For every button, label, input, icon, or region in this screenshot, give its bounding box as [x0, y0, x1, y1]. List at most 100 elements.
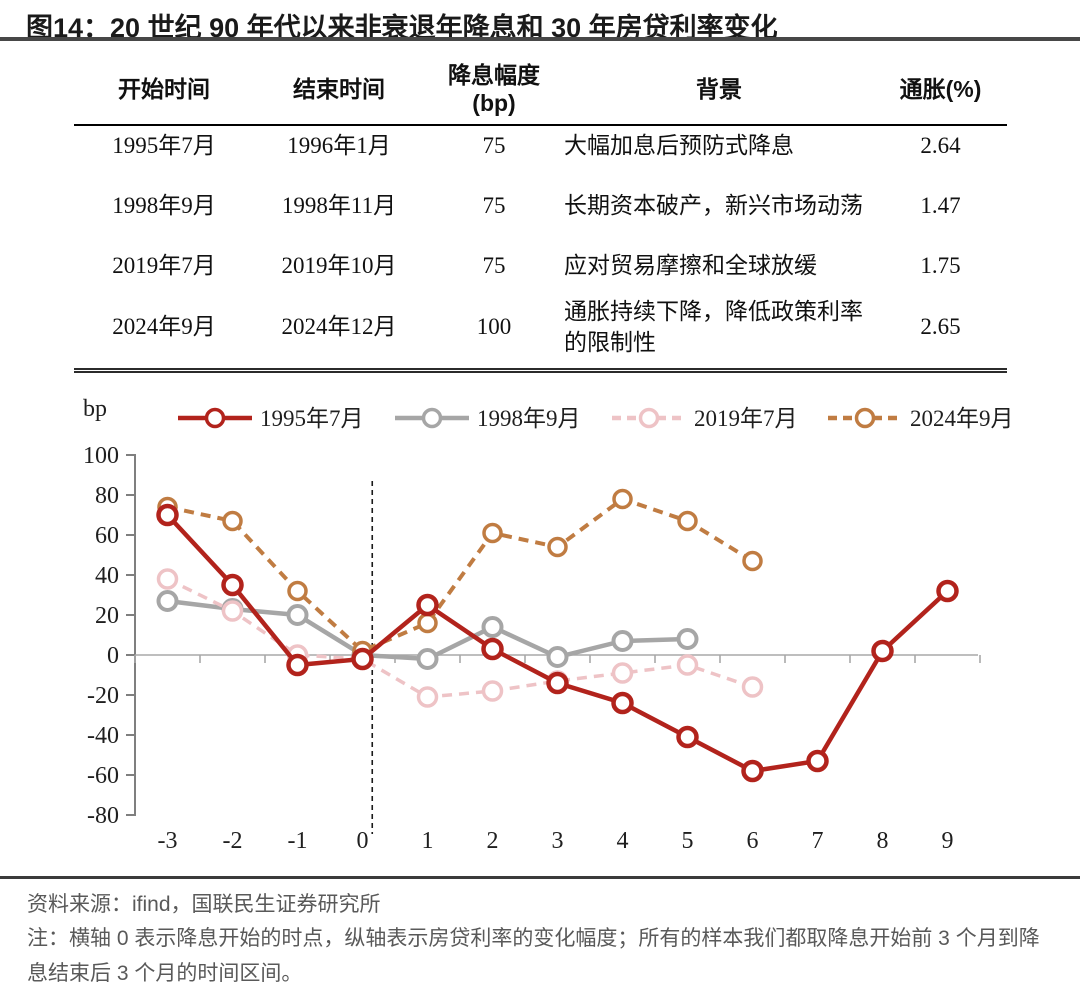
table-header-cell: 背景 — [696, 76, 742, 103]
table-cell: 2024年12月 — [281, 314, 397, 340]
table-cell: 应对贸易摩擦和全球放缓 — [564, 253, 817, 279]
data-point-marker — [417, 612, 438, 634]
data-point-marker — [156, 503, 179, 527]
data-point-marker — [676, 628, 699, 650]
data-point-marker — [156, 590, 179, 612]
mortgage-rate-chart: 100 80 60 40 20 0 -20 -40 -60 -80 bp -3 -2 -1 0 1 2 3 4 5 6 7… — [83, 396, 1014, 854]
data-point-marker — [676, 725, 699, 749]
x-axis: -3 -2 -1 0 1 2 3 4 5 6 7 8 9 — [134, 654, 981, 854]
y-tick-label: 20 — [95, 603, 119, 629]
y-axis: 100 80 60 40 20 0 -20 -40 -60 -80 bp — [83, 396, 136, 829]
data-point-marker — [416, 593, 439, 617]
data-point-marker — [286, 653, 309, 677]
legend-marker-swatch — [638, 407, 660, 429]
x-tick-label: 3 — [552, 828, 564, 854]
x-tick-label: 5 — [682, 828, 694, 854]
rate-cut-table: 开始时间 结束时间 降息幅度 (bp) 背景 通胀(%) 1995年7月 1996年1月 75… — [74, 56, 1007, 373]
data-point-marker — [612, 488, 633, 510]
y-tick-label: -40 — [87, 723, 119, 749]
x-tick-label: 1 — [422, 828, 434, 854]
data-point-marker — [286, 604, 309, 626]
table-row: 2019年7月 2019年10月 75 应对贸易摩擦和全球放缓 1.75 — [74, 246, 1007, 286]
data-point-marker — [221, 573, 244, 597]
table-cell: 1.47 — [920, 193, 961, 219]
data-point-marker — [806, 749, 829, 773]
data-point-marker — [287, 580, 308, 602]
legend-marker-swatch — [854, 407, 876, 429]
x-tick-label: 7 — [812, 828, 824, 854]
table-header-cell: 通胀(%) — [899, 76, 982, 103]
table-body: 1995年7月 1996年1月 75 大幅加息后预防式降息 2.64 1998年9月 199… — [74, 126, 1007, 373]
table-cell: 2.64 — [920, 133, 961, 159]
data-point-marker — [547, 536, 568, 558]
data-point-marker — [677, 510, 698, 532]
table-row: 1995年7月 1996年1月 75 大幅加息后预防式降息 2.64 — [74, 126, 1007, 166]
y-tick-label: -80 — [87, 803, 119, 829]
legend-item-3: 2024年9月 — [828, 406, 1014, 431]
x-tick-label: 0 — [357, 828, 369, 854]
table-cell: 75 — [482, 193, 506, 219]
legend-label: 1998年9月 — [477, 406, 581, 431]
series-line — [167, 496, 754, 654]
chart-legend: 1995年7月 1998年9月 2019年7月 2024年9月 — [178, 406, 1014, 431]
data-point-marker — [416, 686, 439, 708]
table-cell: 1998年9月 — [112, 193, 216, 219]
table-cell: 1996年1月 — [287, 133, 391, 159]
table-cell: 2.65 — [920, 314, 961, 340]
legend-item-0: 1995年7月 — [178, 406, 364, 431]
x-tick-label: 4 — [617, 828, 629, 854]
x-tick-label: -1 — [288, 828, 308, 854]
table-cell: 长期资本破产，新兴市场动荡 — [564, 193, 863, 219]
legend-marker-swatch — [204, 407, 226, 429]
series-line — [166, 577, 754, 699]
source-note: 资料来源：ifind，国联民生证券研究所 — [27, 893, 381, 916]
legend-marker-swatch — [421, 407, 443, 429]
data-point-marker — [351, 647, 374, 671]
data-point-marker — [741, 759, 764, 783]
legend-label: 1995年7月 — [260, 406, 364, 431]
data-point-marker — [742, 550, 763, 572]
data-point-marker — [611, 691, 634, 715]
data-point-marker — [741, 676, 764, 698]
y-tick-label: 60 — [95, 523, 119, 549]
data-point-marker — [156, 568, 179, 590]
data-point-marker — [481, 637, 504, 661]
title-underline — [0, 37, 1080, 41]
data-point-marker — [416, 648, 439, 670]
data-point-marker — [482, 522, 503, 544]
y-tick-label: 40 — [95, 563, 119, 589]
table-cell: 100 — [476, 314, 512, 340]
x-tick-label: -2 — [223, 828, 243, 854]
table-header-row: 开始时间 结束时间 降息幅度 (bp) 背景 通胀(%) — [74, 56, 1007, 126]
x-tick-label: 6 — [747, 828, 759, 854]
data-point-marker — [676, 654, 699, 676]
y-tick-label: -20 — [87, 683, 119, 709]
table-cell: 1995年7月 — [112, 133, 216, 159]
x-tick-label: 9 — [942, 828, 954, 854]
data-point-marker — [611, 630, 634, 652]
table-cell: 通胀持续下降，降低政策利率的限制性 — [564, 298, 863, 355]
table-cell: 75 — [482, 253, 506, 279]
y-axis-unit-label: bp — [83, 396, 107, 422]
data-point-marker — [221, 600, 244, 622]
x-tick-label: 2 — [487, 828, 499, 854]
table-row: 1998年9月 1998年11月 75 长期资本破产，新兴市场动荡 1.47 — [74, 166, 1007, 246]
series-0 — [156, 503, 959, 783]
table-row: 2024年9月 2024年12月 100 通胀持续下降，降低政策利率的限制性 2.65 — [74, 286, 1007, 368]
legend-label: 2024年9月 — [910, 406, 1014, 431]
data-point-marker — [481, 680, 504, 702]
table-header-cell: 结束时间 — [293, 76, 385, 103]
table-cell: 75 — [482, 133, 506, 159]
legend-item-1: 1998年9月 — [395, 406, 581, 431]
x-tick-label: 8 — [877, 828, 889, 854]
y-tick-label: 0 — [107, 643, 119, 669]
table-cell: 1998年11月 — [281, 193, 397, 219]
data-point-marker — [222, 510, 243, 532]
data-point-marker — [546, 671, 569, 695]
y-tick-label: 100 — [83, 443, 119, 469]
data-point-marker — [611, 662, 634, 684]
table-header-cell: 开始时间 — [118, 76, 210, 103]
data-point-marker — [481, 616, 504, 638]
data-point-marker — [936, 579, 959, 603]
y-tick-label: -60 — [87, 763, 119, 789]
